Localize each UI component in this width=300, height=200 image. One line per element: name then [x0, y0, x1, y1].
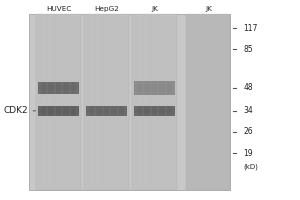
Text: HUVEC: HUVEC [46, 6, 71, 12]
Bar [38, 106, 79, 116]
Text: (kD): (kD) [244, 164, 259, 170]
Text: JK: JK [205, 6, 212, 12]
Text: 117: 117 [244, 24, 258, 33]
Text: HepG2: HepG2 [94, 6, 119, 12]
Bar [38, 109, 79, 113]
Bar [186, 14, 230, 190]
Text: 34: 34 [244, 106, 254, 115]
Text: 19: 19 [244, 149, 253, 158]
Bar [84, 14, 129, 190]
Text: CDK2: CDK2 [3, 106, 35, 115]
Bar [134, 106, 175, 116]
Bar [132, 14, 177, 190]
Bar [36, 14, 81, 190]
Text: JK: JK [151, 6, 158, 12]
Text: 48: 48 [244, 83, 253, 92]
Bar [134, 109, 175, 113]
Text: 26: 26 [244, 127, 253, 136]
Bar [134, 85, 175, 91]
Text: 85: 85 [244, 45, 253, 54]
Bar [86, 109, 127, 113]
Bar [28, 14, 230, 190]
Bar [38, 82, 79, 94]
Bar [134, 81, 175, 95]
Bar [86, 106, 127, 116]
Bar [38, 85, 79, 90]
